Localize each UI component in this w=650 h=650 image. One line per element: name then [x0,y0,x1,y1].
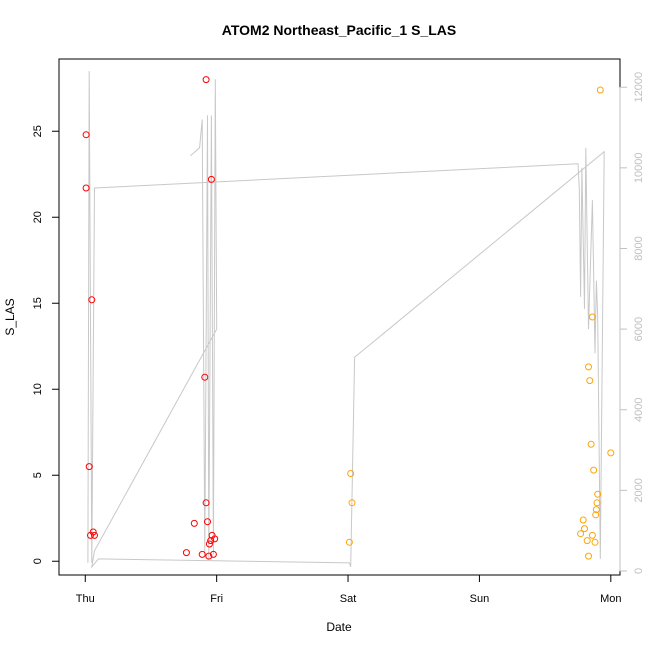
y-left-tick-label: 20 [32,211,44,223]
red-data-point [91,531,98,539]
orange-data-point [592,511,600,519]
y-axis-right: 0 2000 4000 6000 8000 10000 12000 [619,72,645,574]
red-data-point [205,552,213,560]
orange-data-point [593,499,601,507]
x-tick-label: Thu [76,593,95,605]
y-left-tick-label: 15 [32,297,44,309]
red-data-point [207,175,215,183]
red-data-point [89,528,97,536]
x-tick-label: Mon [600,593,621,605]
orange-data-point [588,313,596,321]
red-data-point [205,540,213,548]
red-data-point [85,463,93,471]
y-right-tick-label: 6000 [633,317,645,341]
x-tick-label: Sun [470,593,490,605]
red-data-point [82,184,90,192]
orange-data-point [607,449,615,457]
chart-title: ATOM2 Northeast_Pacific_1 S_LAS [222,22,456,38]
orange-data-point [591,538,599,546]
orange-data-point [585,363,592,371]
y-left-tick-label: 5 [32,472,44,478]
red-data-point [202,76,210,84]
y-right-tick-label: 0 [633,568,645,574]
red-data-point [198,550,206,558]
y-left-tick-label: 0 [32,558,44,564]
orange-data-point [594,490,602,498]
red-data-point [182,549,190,557]
red-data-point [207,537,215,545]
x-axis: Thu Fri Sat Sun Mon [76,574,622,605]
orange-data-point [590,466,598,474]
red-data-point [201,373,209,381]
red-data-point [209,550,217,558]
red-data-point [82,131,90,139]
line-series-layer [87,71,605,569]
x-tick-label: Fri [210,593,223,605]
orange-data-point [579,516,587,524]
plot-frame [58,58,621,576]
y-right-tick-label: 2000 [633,478,645,502]
orange-data-point [577,530,585,538]
red-data-point [190,519,198,527]
y-left-tick-label: 25 [32,125,44,137]
x-axis-label: Date [326,620,352,634]
red-data-point [202,499,210,507]
orange-data-point [581,525,588,533]
orange-data-point [587,440,595,448]
orange-data-point [347,470,355,477]
points-layer [82,76,615,560]
orange-data-point [348,499,356,507]
y-left-tick-label: 10 [32,383,44,395]
orange-data-point [592,506,600,514]
red-data-point [88,296,96,304]
orange-data-point [345,538,353,546]
red-data-point [211,535,219,543]
red-data-point [204,518,211,526]
orange-data-point [586,377,594,385]
orange-data-point [583,537,591,545]
line-series-path [87,71,605,569]
y-axis-label: S_LAS [3,298,17,335]
x-tick-label: Sat [340,593,357,605]
y-axis-left: 0 5 10 15 20 25 [32,125,60,564]
orange-data-point [588,531,596,539]
y-right-tick-label: 10000 [633,153,645,184]
y-right-tick-label: 4000 [633,397,645,421]
orange-data-point [585,552,592,560]
y-right-tick-label: 8000 [633,236,645,260]
orange-data-point [596,86,604,94]
y-right-tick-label: 12000 [633,72,645,103]
